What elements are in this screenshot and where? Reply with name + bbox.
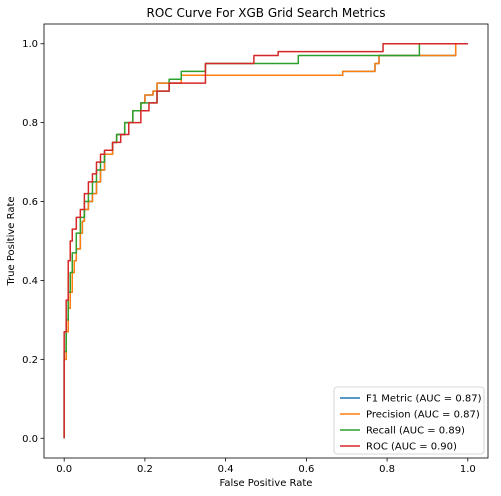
x-axis-label: False Positive Rate <box>220 478 313 489</box>
x-tick-label: 0.4 <box>218 464 234 475</box>
legend-entry: ROC (AUC = 0.90) <box>366 442 457 453</box>
y-axis-label: True Positive Rate <box>6 196 17 286</box>
y-tick-label: 0.4 <box>22 276 38 287</box>
y-tick-label: 0.6 <box>22 197 38 208</box>
plot-lines <box>63 42 468 439</box>
y-tick-label: 0.0 <box>22 434 38 445</box>
plot-frame <box>43 23 489 459</box>
x-tick-label: 1.0 <box>460 464 476 475</box>
y-tick-label: 1.0 <box>22 39 38 50</box>
series-line-3 <box>63 42 468 439</box>
legend-box <box>333 386 485 455</box>
y-axis-ticks: 0.0 0.2 0.4 0.6 0.8 1.0 <box>22 39 44 445</box>
y-tick-label: 0.2 <box>22 355 38 366</box>
x-axis-ticks: 0.0 0.2 0.4 0.6 0.8 1.0 <box>56 458 476 475</box>
y-tick-label: 0.8 <box>22 118 38 129</box>
x-tick-label: 0.0 <box>56 464 72 475</box>
series-line-2 <box>63 42 468 439</box>
legend-entry: F1 Metric (AUC = 0.87) <box>366 394 482 405</box>
legend-entry: Recall (AUC = 0.89) <box>366 426 465 437</box>
legend: F1 Metric (AUC = 0.87) Precision (AUC = 0… <box>333 386 485 455</box>
legend-entry: Precision (AUC = 0.87) <box>366 410 480 421</box>
x-tick-label: 0.8 <box>379 464 395 475</box>
chart-title: ROC Curve For XGB Grid Search Metrics <box>147 6 386 20</box>
x-tick-label: 0.2 <box>137 464 153 475</box>
x-tick-label: 0.6 <box>298 464 314 475</box>
